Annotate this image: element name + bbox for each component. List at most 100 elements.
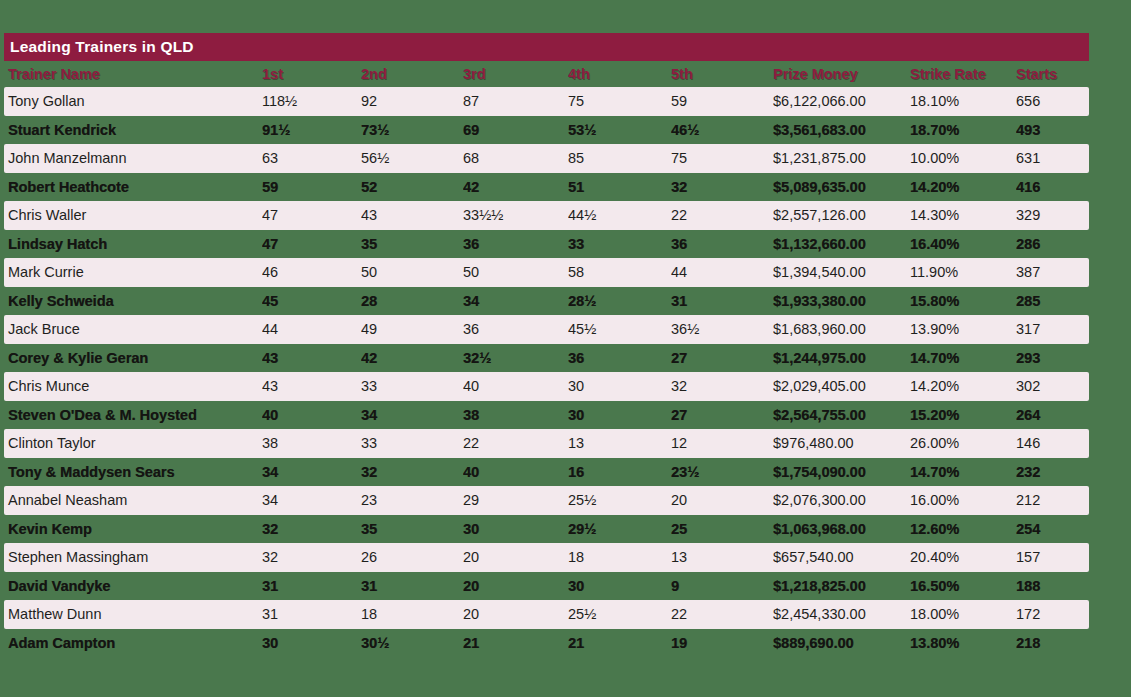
table-cell: 20 bbox=[463, 578, 568, 594]
column-header-trainer-name: Trainer Name bbox=[4, 66, 262, 82]
table-cell: 45½ bbox=[568, 321, 671, 337]
table-cell: 493 bbox=[1016, 122, 1089, 138]
table-cell: $2,029,405.00 bbox=[773, 378, 910, 394]
table-cell: 22 bbox=[671, 606, 773, 622]
table-cell: 34 bbox=[262, 464, 361, 480]
table-row: Jack Bruce44493645½36½$1,683,960.0013.90… bbox=[4, 315, 1089, 344]
table-cell: 22 bbox=[671, 207, 773, 223]
trainer-name: Stuart Kendrick bbox=[4, 122, 262, 138]
trainer-name: Kevin Kemp bbox=[4, 521, 262, 537]
table-cell: $1,754,090.00 bbox=[773, 464, 910, 480]
table-cell: 23 bbox=[361, 492, 463, 508]
table-cell: 34 bbox=[361, 407, 463, 423]
table-cell: 36 bbox=[463, 321, 568, 337]
table-cell: 20.40% bbox=[910, 549, 1016, 565]
table-cell: $1,244,975.00 bbox=[773, 350, 910, 366]
column-header-1st: 1st bbox=[262, 66, 361, 82]
table-body: Tony Gollan118½92877559$6,122,066.0018.1… bbox=[4, 87, 1089, 657]
table-cell: 32 bbox=[671, 179, 773, 195]
table-cell: 85 bbox=[568, 150, 671, 166]
table-cell: 30½ bbox=[361, 635, 463, 651]
table-cell: 18 bbox=[568, 549, 671, 565]
table-cell: 19 bbox=[671, 635, 773, 651]
table-cell: 38 bbox=[463, 407, 568, 423]
table-cell: 12 bbox=[671, 435, 773, 451]
table-cell: 30 bbox=[463, 521, 568, 537]
table-cell: 20 bbox=[671, 492, 773, 508]
page-background: Leading Trainers in QLD Trainer Name1st2… bbox=[0, 0, 1131, 697]
table-cell: 285 bbox=[1016, 293, 1089, 309]
table-cell: 31 bbox=[262, 606, 361, 622]
table-cell: 46 bbox=[262, 264, 361, 280]
table-cell: 16.50% bbox=[910, 578, 1016, 594]
column-header-2nd: 2nd bbox=[361, 66, 463, 82]
table-row: Adam Campton3030½212119$889,690.0013.80%… bbox=[4, 629, 1089, 658]
table-cell: 45 bbox=[262, 293, 361, 309]
table-cell: 14.20% bbox=[910, 179, 1016, 195]
table-cell: 34 bbox=[463, 293, 568, 309]
table-cell: 631 bbox=[1016, 150, 1089, 166]
table-cell: 69 bbox=[463, 122, 568, 138]
table-row: Tony Gollan118½92877559$6,122,066.0018.1… bbox=[4, 87, 1089, 116]
table-cell: 31 bbox=[361, 578, 463, 594]
table-cell: 25 bbox=[671, 521, 773, 537]
table-row: David Vandyke313120309$1,218,825.0016.50… bbox=[4, 572, 1089, 601]
column-header-3rd: 3rd bbox=[463, 66, 568, 82]
table-cell: $5,089,635.00 bbox=[773, 179, 910, 195]
table-cell: 317 bbox=[1016, 321, 1089, 337]
table-row: Corey & Kylie Geran434232½3627$1,244,975… bbox=[4, 344, 1089, 373]
table-cell: $2,076,300.00 bbox=[773, 492, 910, 508]
table-title: Leading Trainers in QLD bbox=[10, 38, 194, 56]
table-cell: $1,394,540.00 bbox=[773, 264, 910, 280]
table-cell: 20 bbox=[463, 549, 568, 565]
trainer-name: Robert Heathcote bbox=[4, 179, 262, 195]
table-cell: $1,063,968.00 bbox=[773, 521, 910, 537]
table-cell: 254 bbox=[1016, 521, 1089, 537]
table-cell: 329 bbox=[1016, 207, 1089, 223]
table-cell: 43 bbox=[262, 378, 361, 394]
table-cell: 49 bbox=[361, 321, 463, 337]
table-cell: $1,231,875.00 bbox=[773, 150, 910, 166]
table-row: Kelly Schweida45283428½31$1,933,380.0015… bbox=[4, 287, 1089, 316]
table-cell: $3,561,683.00 bbox=[773, 122, 910, 138]
table-cell: 52 bbox=[361, 179, 463, 195]
table-row: Steven O'Dea & M. Hoysted4034383027$2,56… bbox=[4, 401, 1089, 430]
table-cell: 40 bbox=[262, 407, 361, 423]
table-cell: $2,557,126.00 bbox=[773, 207, 910, 223]
table-cell: 32½ bbox=[463, 350, 568, 366]
trainer-name: Steven O'Dea & M. Hoysted bbox=[4, 407, 262, 423]
table-cell: 13 bbox=[671, 549, 773, 565]
trainer-name: Tony & Maddysen Sears bbox=[4, 464, 262, 480]
table-cell: 218 bbox=[1016, 635, 1089, 651]
table-cell: 25½ bbox=[568, 606, 671, 622]
table-cell: 40 bbox=[463, 378, 568, 394]
table-cell: 14.70% bbox=[910, 350, 1016, 366]
table-cell: 232 bbox=[1016, 464, 1089, 480]
table-cell: 73½ bbox=[361, 122, 463, 138]
table-cell: 30 bbox=[568, 407, 671, 423]
table-cell: 172 bbox=[1016, 606, 1089, 622]
table-cell: 18 bbox=[361, 606, 463, 622]
table-cell: 16.00% bbox=[910, 492, 1016, 508]
table-cell: 36 bbox=[463, 236, 568, 252]
trainer-name: Annabel Neasham bbox=[4, 492, 262, 508]
table-cell: 286 bbox=[1016, 236, 1089, 252]
trainer-name: Clinton Taylor bbox=[4, 435, 262, 451]
table-cell: 20 bbox=[463, 606, 568, 622]
table-cell: 44 bbox=[262, 321, 361, 337]
column-header-4th: 4th bbox=[568, 66, 671, 82]
table-cell: 33½½ bbox=[463, 207, 568, 223]
trainer-name: Stephen Massingham bbox=[4, 549, 262, 565]
table-cell: 63 bbox=[262, 150, 361, 166]
trainer-name: Kelly Schweida bbox=[4, 293, 262, 309]
table-cell: 87 bbox=[463, 93, 568, 109]
table-cell: 13 bbox=[568, 435, 671, 451]
table-cell: 12.60% bbox=[910, 521, 1016, 537]
table-cell: $1,933,380.00 bbox=[773, 293, 910, 309]
table-cell: 33 bbox=[361, 378, 463, 394]
table-cell: 387 bbox=[1016, 264, 1089, 280]
table-cell: 157 bbox=[1016, 549, 1089, 565]
trainer-name: Jack Bruce bbox=[4, 321, 262, 337]
table-cell: 14.70% bbox=[910, 464, 1016, 480]
table-cell: 18.70% bbox=[910, 122, 1016, 138]
